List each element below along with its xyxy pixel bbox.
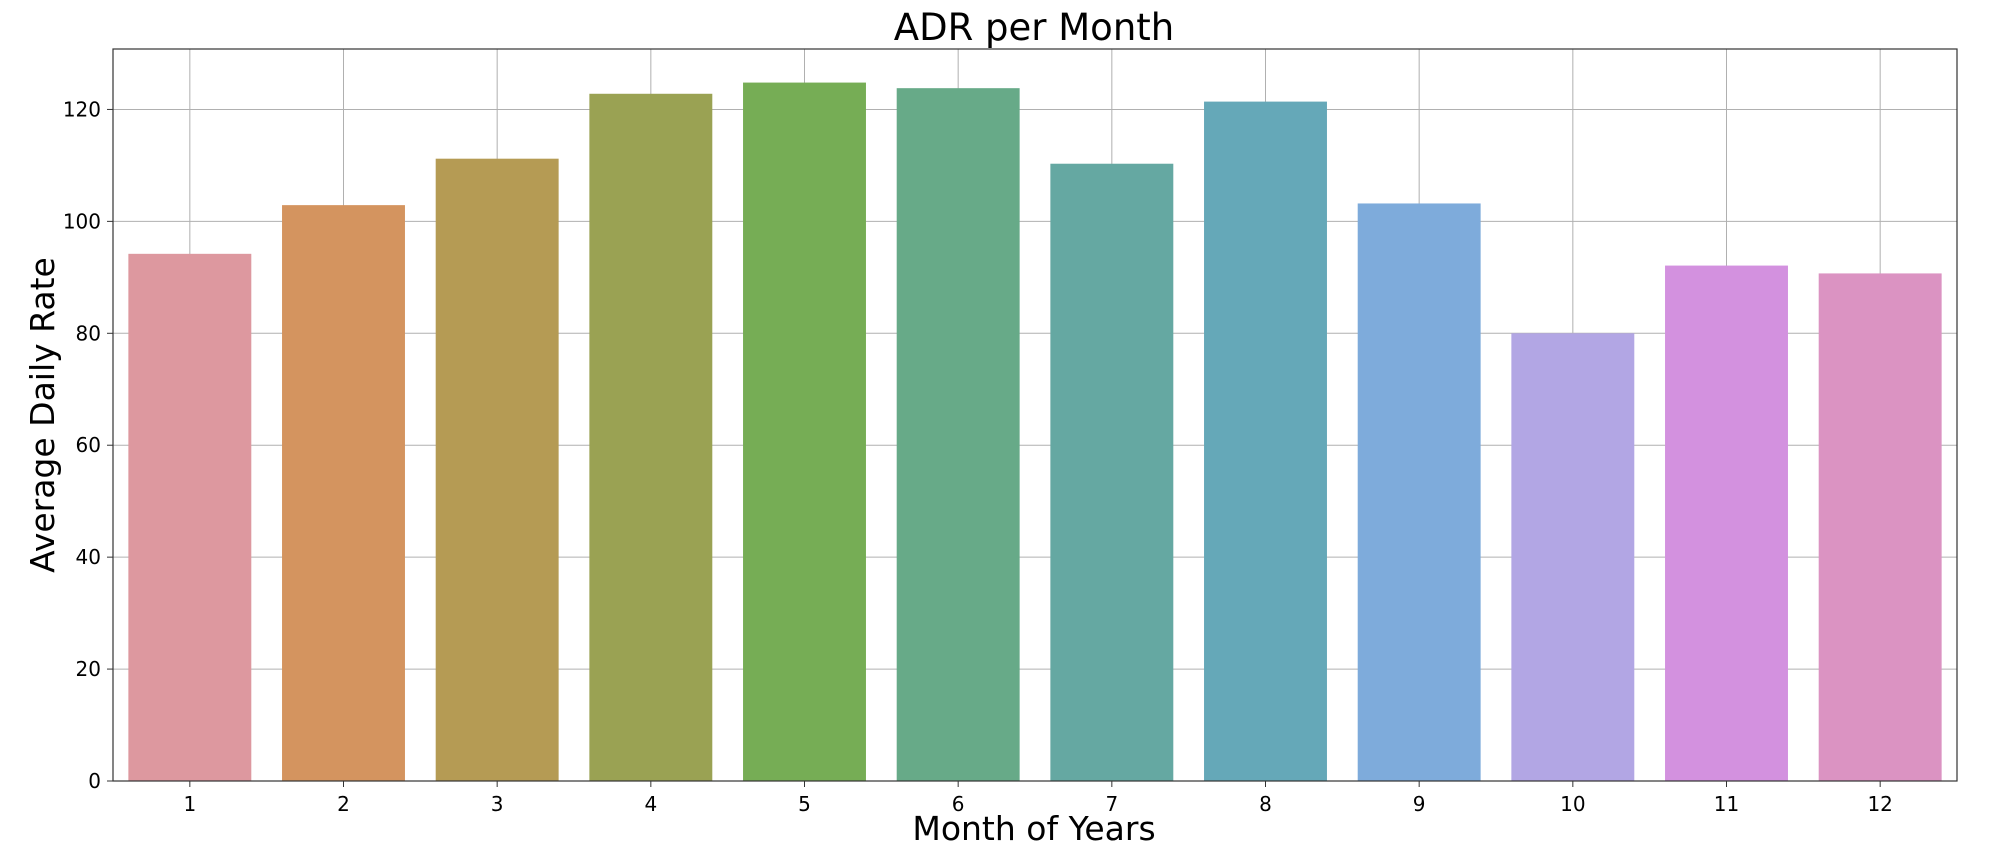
x-tick-label: 4	[644, 792, 657, 816]
y-tick-label: 20	[76, 657, 101, 681]
x-axis-ticks: 1 2 3 4 5 6 7 8 9 10 11 12	[183, 781, 1893, 816]
y-tick-label: 60	[76, 433, 101, 457]
x-tick-label: 6	[952, 792, 965, 816]
y-tick-label: 80	[76, 321, 101, 345]
bar-month-7	[1050, 163, 1174, 781]
x-tick-label: 11	[1714, 792, 1739, 816]
x-tick-label: 8	[1259, 792, 1272, 816]
bar-month-4	[589, 93, 713, 782]
bar-month-9	[1357, 203, 1481, 781]
y-tick-label: 0	[88, 769, 101, 793]
bar-month-5	[743, 82, 866, 781]
x-tick-label: 7	[1105, 792, 1118, 816]
x-tick-label: 9	[1413, 792, 1426, 816]
bar-month-3	[435, 158, 559, 781]
bar-month-11	[1665, 265, 1788, 781]
bar-month-12	[1818, 273, 1942, 781]
x-tick-label: 10	[1560, 792, 1585, 816]
bar-month-6	[896, 88, 1020, 781]
bar-month-1	[128, 253, 252, 781]
bar-month-10	[1511, 333, 1635, 781]
bar-month-8	[1204, 101, 1327, 781]
x-tick-label: 2	[337, 792, 350, 816]
bars	[128, 82, 1942, 782]
y-axis-label: Average Daily Rate	[23, 257, 62, 573]
y-axis-ticks: 0 20 40 60 80 100 120	[63, 97, 113, 793]
x-axis-label: Month of Years	[912, 809, 1155, 848]
y-tick-label: 100	[63, 209, 101, 233]
x-tick-label: 1	[183, 792, 196, 816]
chart-title: ADR per Month	[894, 6, 1174, 49]
bar-month-2	[282, 205, 405, 781]
x-tick-label: 12	[1867, 792, 1892, 816]
x-tick-label: 3	[491, 792, 504, 816]
y-tick-label: 40	[76, 545, 101, 569]
y-tick-label: 120	[63, 97, 101, 121]
x-tick-label: 5	[798, 792, 811, 816]
plot-frame	[112, 48, 1958, 782]
